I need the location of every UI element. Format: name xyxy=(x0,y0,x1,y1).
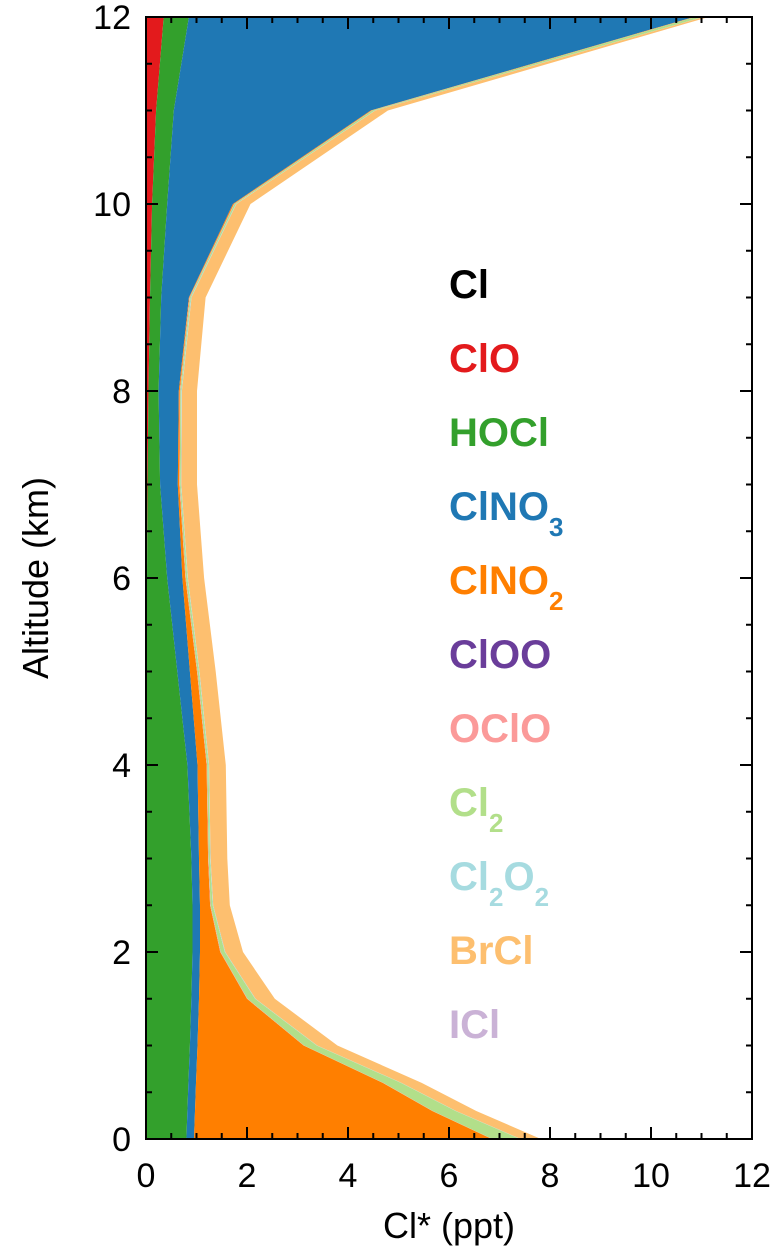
area-series-1 xyxy=(146,17,164,1139)
y-tick-label: 6 xyxy=(112,560,131,598)
legend-entry: ClNO3 xyxy=(449,485,563,542)
legend-entry: BrCl xyxy=(449,929,533,973)
y-tick-label: 10 xyxy=(93,186,131,224)
legend-entry: Cl xyxy=(449,263,489,307)
y-tick-label: 8 xyxy=(112,373,131,411)
plot-frame xyxy=(145,16,753,1140)
legend-entry: OClO xyxy=(449,707,551,751)
area-series-3 xyxy=(158,17,694,1139)
legend-entry: Cl2 xyxy=(449,781,503,838)
tick-labels: 0 2 4 6 8 10 12 0 2 4 6 8 10 12 xyxy=(93,0,771,1195)
area-series-4 xyxy=(177,17,695,1139)
legend-entry: ClNO2 xyxy=(449,559,563,616)
y-tick-label: 0 xyxy=(112,1121,131,1159)
y-tick-label: 12 xyxy=(93,0,131,37)
legend-entry: ClO xyxy=(449,337,520,381)
x-tick-label: 2 xyxy=(238,1157,257,1195)
stacked-area-group xyxy=(146,17,709,1139)
x-tick-label: 12 xyxy=(733,1157,771,1195)
legend: Cl ClO HOCl ClNO3 ClNO2 ClOO OClO Cl2 Cl2O2 BrCl I… xyxy=(449,263,563,1047)
legend-entry: HOCl xyxy=(449,411,549,455)
legend-entry: ClOO xyxy=(449,633,551,677)
y-tick-label: 4 xyxy=(112,747,131,785)
y-axis-title: Altitude (km) xyxy=(15,477,56,679)
x-tick-label: 6 xyxy=(440,1157,459,1195)
area-series-2 xyxy=(147,17,193,1139)
x-tick-label: 4 xyxy=(339,1157,358,1195)
legend-entry: ICl xyxy=(449,1003,500,1047)
x-tick-label: 0 xyxy=(137,1157,156,1195)
x-tick-label: 10 xyxy=(632,1157,670,1195)
x-tick-label: 8 xyxy=(541,1157,560,1195)
legend-entry: Cl2O2 xyxy=(449,855,549,912)
x-axis-title: Cl* (ppt) xyxy=(383,1205,515,1246)
y-tick-label: 2 xyxy=(112,934,131,972)
